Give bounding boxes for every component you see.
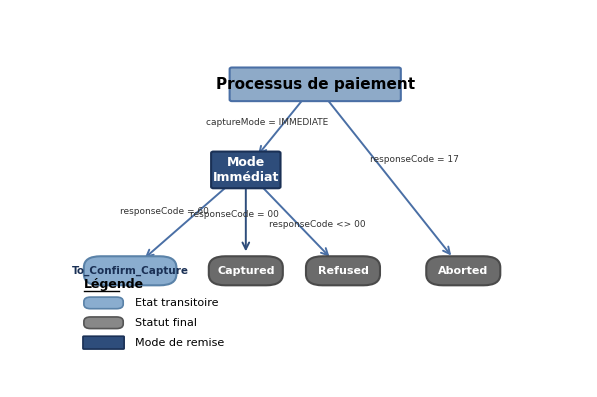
Text: Processus de paiement: Processus de paiement xyxy=(216,77,415,92)
Text: responseCode = 17: responseCode = 17 xyxy=(370,155,459,164)
Text: Etat transitoire: Etat transitoire xyxy=(135,298,219,308)
FancyBboxPatch shape xyxy=(209,256,283,285)
FancyBboxPatch shape xyxy=(211,152,281,188)
Text: Légende: Légende xyxy=(84,278,144,291)
FancyBboxPatch shape xyxy=(83,336,124,349)
FancyBboxPatch shape xyxy=(84,256,177,285)
Text: Mode de remise: Mode de remise xyxy=(135,337,224,348)
Text: To_Confirm_Capture: To_Confirm_Capture xyxy=(72,266,189,276)
Text: responseCode = 00: responseCode = 00 xyxy=(190,210,279,219)
FancyBboxPatch shape xyxy=(84,297,123,309)
Text: Aborted: Aborted xyxy=(438,266,488,276)
Text: Statut final: Statut final xyxy=(135,318,197,328)
Text: Refused: Refused xyxy=(318,266,368,276)
FancyBboxPatch shape xyxy=(306,256,380,285)
FancyBboxPatch shape xyxy=(230,67,401,101)
FancyBboxPatch shape xyxy=(426,256,500,285)
Text: Captured: Captured xyxy=(217,266,275,276)
FancyBboxPatch shape xyxy=(84,317,123,329)
Text: Mode
Immédiat: Mode Immédiat xyxy=(213,156,279,184)
Text: responseCode <> 00: responseCode <> 00 xyxy=(269,220,366,229)
Text: responseCode = 60: responseCode = 60 xyxy=(121,207,210,216)
Text: captureMode = IMMEDIATE: captureMode = IMMEDIATE xyxy=(205,118,328,127)
